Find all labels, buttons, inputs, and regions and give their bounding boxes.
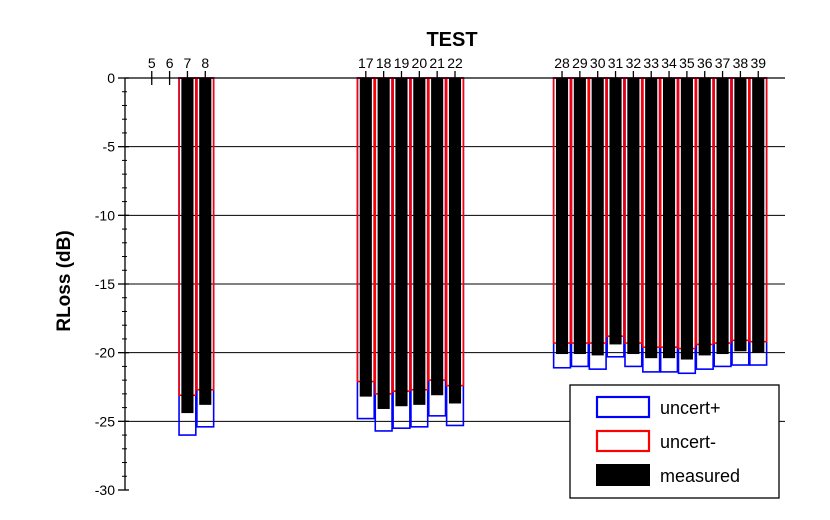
measured-bar: [591, 78, 604, 356]
x-tick-label: 21: [429, 55, 445, 71]
measured-bar: [431, 78, 444, 396]
measured-bar: [573, 78, 586, 355]
measured-bar: [181, 78, 194, 414]
x-tick-label: 34: [661, 55, 677, 71]
x-tick-label: 18: [376, 55, 392, 71]
y-tick-label: -5: [103, 139, 116, 155]
x-tick-label: 37: [715, 55, 731, 71]
measured-bar: [662, 78, 676, 359]
x-tick-label: 32: [626, 55, 642, 71]
legend-swatch-uncert-plus: [595, 395, 651, 419]
x-tick-label: 19: [394, 55, 410, 71]
y-tick-label: -10: [95, 207, 115, 223]
measured-bar: [716, 78, 729, 355]
measured-bar: [680, 78, 693, 360]
measured-bar: [752, 78, 765, 353]
x-tick-label: 29: [572, 55, 588, 71]
measured-bar: [609, 78, 622, 345]
x-tick-label: 20: [412, 55, 428, 71]
x-tick-label: 8: [201, 55, 209, 71]
legend-label: measured: [660, 466, 740, 486]
legend-label: uncert+: [660, 398, 721, 418]
legend-swatch-measured: [596, 464, 650, 486]
legend-swatch-uncert-minus: [595, 429, 651, 453]
x-tick-label: 39: [750, 55, 766, 71]
x-tick-label: 7: [184, 55, 192, 71]
measured-bar: [645, 78, 658, 359]
x-tick-label: 38: [733, 55, 749, 71]
x-tick-label: 22: [447, 55, 463, 71]
bars: [178, 77, 768, 436]
y-tick-label: 0: [107, 70, 115, 86]
x-tick-label: 36: [697, 55, 713, 71]
x-tick-label: 5: [148, 55, 156, 71]
measured-bar: [199, 78, 212, 405]
y-axis-title: RLoss (dB): [54, 230, 75, 331]
y-tick-label: -20: [95, 345, 115, 361]
axes: 0 -5 -10 -15 -20 -25 -30 5 6 7 8 17 18 19 20 21 22 28 29 30…: [95, 55, 785, 498]
x-tick-label: 17: [358, 55, 374, 71]
legend-label: uncert-: [660, 432, 716, 452]
measured-bar: [413, 78, 426, 405]
x-axis-title: TEST: [426, 29, 477, 51]
measured-bar: [734, 78, 747, 352]
legend: uncert+ uncert-measured: [569, 384, 780, 499]
measured-bar: [627, 78, 640, 355]
x-tick-label: 28: [554, 55, 570, 71]
measured-bar: [448, 78, 462, 404]
measured-bar: [395, 78, 408, 407]
x-tick-label: 33: [643, 55, 659, 71]
measured-bar: [359, 78, 372, 397]
x-tick-label: 35: [679, 55, 695, 71]
measured-bar: [698, 78, 711, 356]
x-tick-label: 30: [590, 55, 606, 71]
x-tick-label: 31: [608, 55, 624, 71]
measured-bar: [377, 78, 390, 409]
x-tick-label: 6: [166, 55, 174, 71]
measured-bar: [555, 78, 569, 355]
y-tick-label: -30: [95, 482, 115, 498]
y-tick-label: -25: [95, 413, 115, 429]
y-tick-label: -15: [95, 276, 115, 292]
